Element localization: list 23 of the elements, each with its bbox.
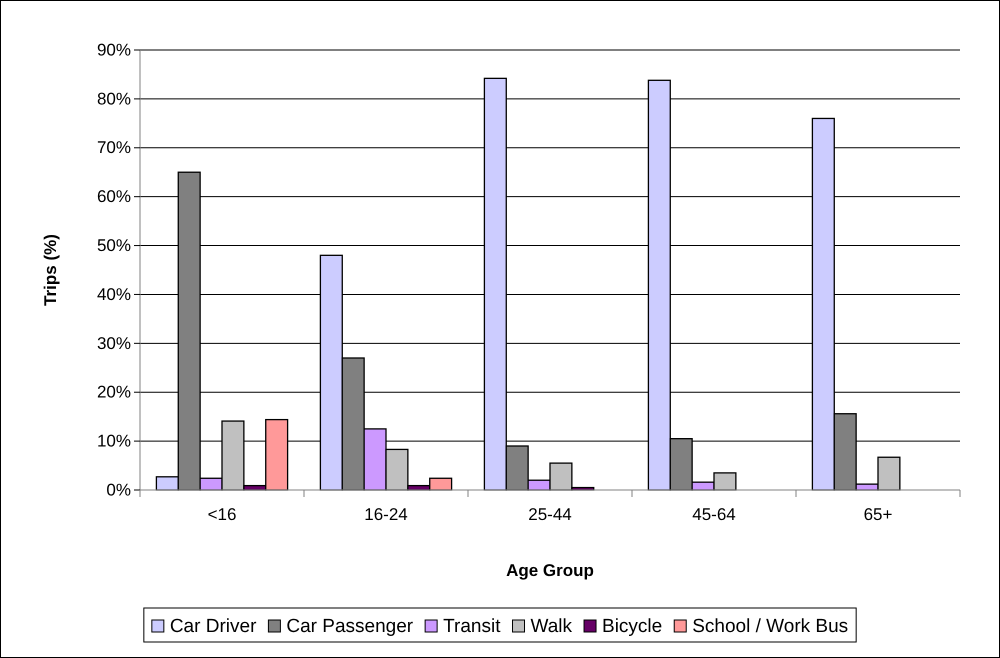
legend-label: Transit — [443, 616, 502, 637]
legend-label: Bicycle — [602, 616, 662, 637]
legend-label: School / Work Bus — [692, 616, 848, 637]
y-tick-label: 70% — [96, 138, 131, 158]
legend-label: Car Driver — [170, 616, 258, 637]
x-tick-label: 65+ — [864, 505, 892, 524]
y-tick-label: 0% — [106, 480, 131, 500]
y-tick-label: 60% — [96, 187, 131, 206]
legend-label: Walk — [530, 616, 573, 637]
y-tick-label: 90% — [96, 40, 131, 60]
legend-label: Car Passenger — [286, 616, 414, 637]
y-tick-label: 30% — [96, 334, 131, 353]
y-tick-label: 80% — [96, 89, 131, 108]
x-tick-label: <16 — [208, 505, 236, 524]
x-tick-label: 25-44 — [528, 505, 572, 524]
y-tick-label: 20% — [96, 382, 131, 402]
x-tick-label: 16-24 — [364, 505, 408, 524]
y-axis-title: Trips (%) — [41, 234, 60, 306]
x-tick-label: 45-64 — [692, 505, 736, 524]
y-tick-label: 50% — [96, 236, 131, 255]
x-axis-title: Age Group — [506, 561, 594, 580]
y-tick-label: 10% — [96, 432, 131, 451]
y-tick-label: 40% — [96, 284, 131, 304]
